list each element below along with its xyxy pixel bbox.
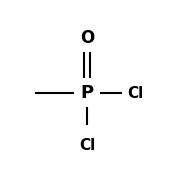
Text: Cl: Cl xyxy=(79,138,95,153)
Text: Cl: Cl xyxy=(128,86,144,101)
Text: O: O xyxy=(80,29,94,47)
Text: P: P xyxy=(80,85,94,102)
